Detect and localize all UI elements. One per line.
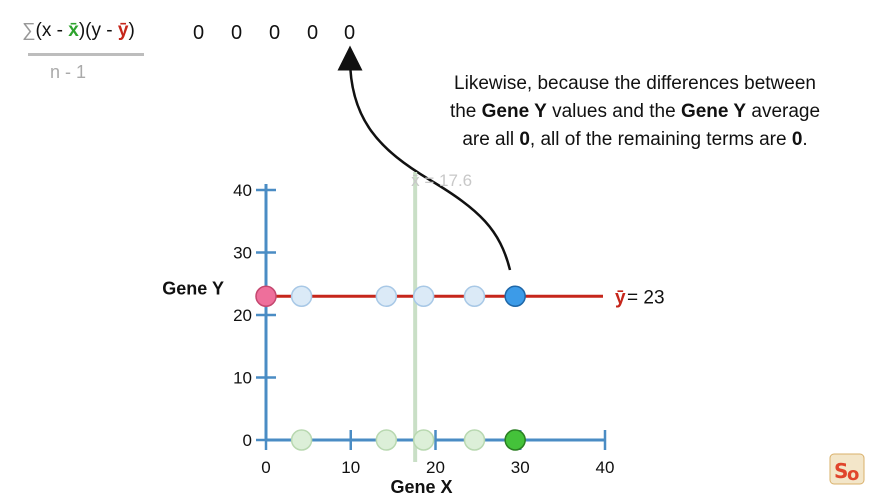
caption-l3a: are all: [462, 129, 520, 150]
y-tick-label: 30: [233, 244, 252, 263]
caption: Likewise, because the differences betwee…: [400, 70, 870, 154]
formula-denominator: n - 1: [50, 62, 87, 82]
data-point: [375, 285, 398, 307]
term-5: 0: [344, 22, 356, 44]
svg-text:o: o: [847, 464, 859, 485]
data-point: [255, 285, 277, 307]
term-4: 0: [307, 22, 319, 44]
caption-line1: Likewise, because the differences betwee…: [454, 73, 816, 94]
x-tick-label: 20: [426, 458, 445, 477]
formula-close: ): [128, 20, 135, 41]
sum-symbol: ∑: [22, 20, 36, 41]
y-tick-label: 40: [233, 181, 252, 200]
logo: S o: [829, 453, 865, 485]
fraction-line: [28, 53, 144, 56]
formula-open: (x -: [35, 20, 69, 41]
pointer-arrow: [337, 45, 512, 271]
y-tick-label: 0: [243, 431, 252, 450]
formula-xbar: x̄: [68, 20, 79, 41]
y-tick-label: 20: [233, 306, 252, 325]
data-point: [290, 429, 313, 451]
formula-ybar: ȳ: [117, 20, 129, 41]
data-point: [463, 285, 486, 307]
caption-l2b: Gene Y: [481, 101, 547, 122]
data-point: [504, 285, 526, 307]
x-tick-label: 10: [341, 458, 360, 477]
caption-l2e: average: [746, 101, 821, 122]
caption-l2d: Gene Y: [680, 101, 747, 122]
caption-l2a: the: [449, 101, 482, 122]
data-point: [375, 429, 398, 451]
term-1: 0: [193, 22, 205, 44]
data-point: [412, 285, 435, 307]
data-point: [463, 429, 486, 451]
svg-text:S: S: [834, 459, 848, 483]
y-tick-label: 10: [233, 369, 252, 388]
x-tick-label: 30: [511, 458, 530, 477]
caption-l3d: 0: [791, 129, 803, 150]
y-mean-symbol: ȳ: [615, 287, 626, 308]
x-mean-label: x̄ = 17.6: [411, 171, 472, 190]
x-tick-label: 40: [596, 458, 615, 477]
caption-l3e: .: [802, 129, 808, 150]
x-tick-label: 0: [261, 458, 270, 477]
caption-l3b: 0: [519, 129, 530, 150]
y-mean-value: = 23: [627, 287, 665, 308]
formula-mid: )(y -: [78, 20, 118, 41]
term-2: 0: [231, 22, 243, 44]
y-axis-label: Gene Y: [162, 278, 224, 298]
data-point: [412, 429, 435, 451]
covariance-formula: ∑(x - x̄)(y - ȳ): [22, 20, 135, 42]
data-point: [504, 429, 526, 451]
caption-l2c: values and the: [546, 101, 681, 122]
caption-l3c: , all of the remaining terms are: [529, 129, 792, 150]
x-axis-label: Gene X: [390, 477, 452, 497]
term-3: 0: [269, 22, 281, 44]
data-point: [290, 285, 313, 307]
